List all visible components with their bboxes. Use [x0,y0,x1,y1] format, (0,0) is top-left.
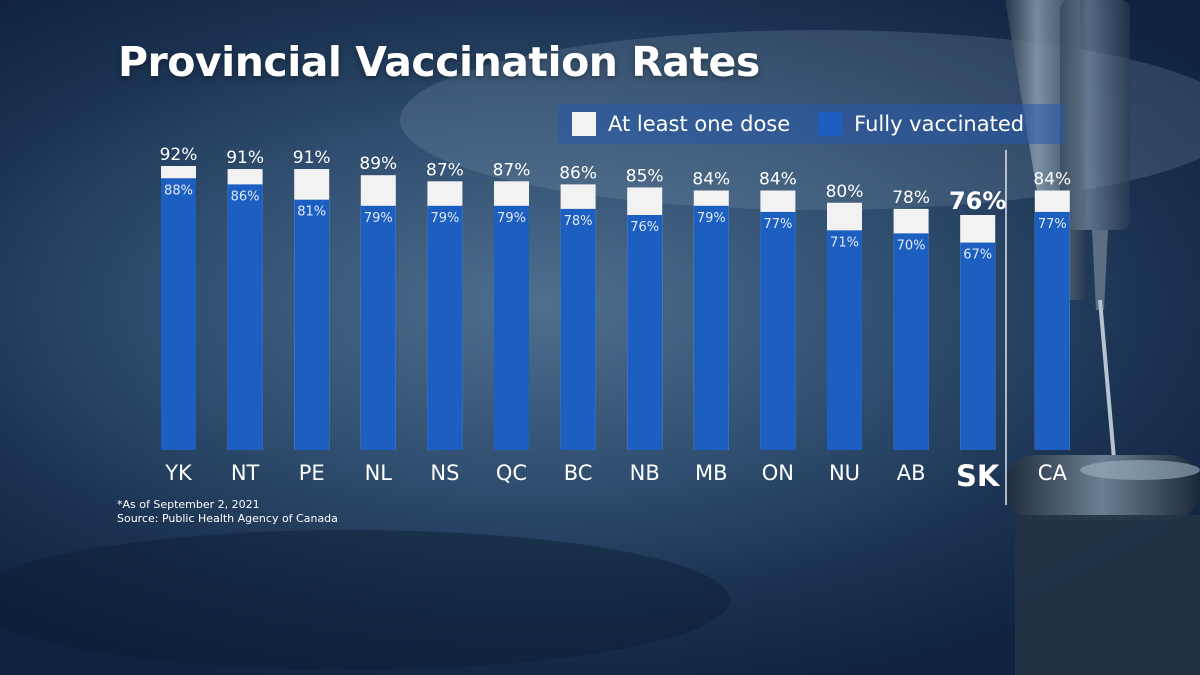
data-label-fully-ab: 70% [897,238,926,253]
chart-title: Provincial Vaccination Rates [118,38,760,86]
legend-item-fully-vaccinated: Fully vaccinated [818,112,1024,136]
data-label-one-dose-on: 84% [759,170,797,190]
data-label-fully-nu: 71% [830,235,859,250]
data-label-fully-bc: 78% [564,214,593,229]
footnote-date: *As of September 2, 2021 [117,498,260,511]
data-label-one-dose-bc: 86% [559,163,597,183]
tick-label-qc: QC [496,461,527,485]
footnote-source: Source: Public Health Agency of Canada [117,512,338,525]
data-label-fully-nt: 86% [231,189,260,204]
data-label-fully-on: 77% [763,217,792,232]
legend-swatch-one-dose [572,112,596,136]
data-label-fully-nb: 76% [630,220,659,235]
tick-label-yk: YK [164,461,193,485]
tick-label-ns: NS [430,461,459,485]
legend-label-fully-vaccinated: Fully vaccinated [854,112,1025,136]
data-label-one-dose-sk: 76% [949,187,1006,215]
tick-label-ca: CA [1038,461,1068,485]
data-label-fully-ns: 79% [430,211,459,226]
data-label-fully-qc: 79% [497,211,526,226]
legend: At least one dose Fully vaccinated [558,104,1065,144]
tick-label-sk: SK [956,459,1001,493]
bar-fully-yk [161,178,196,450]
tick-label-pe: PE [299,461,325,485]
bar-fully-qc [494,205,529,450]
tick-label-nu: NU [829,461,860,485]
data-label-one-dose-nu: 80% [826,182,864,202]
bar-fully-bc [560,208,596,450]
tick-label-on: ON [762,461,794,485]
bar-fully-on [760,211,796,450]
tick-label-nt: NT [231,461,260,485]
bar-fully-nb [627,215,663,450]
data-label-one-dose-qc: 87% [493,160,531,180]
data-label-fully-nl: 79% [364,211,393,226]
tick-label-nl: NL [365,461,393,485]
data-label-one-dose-nl: 89% [359,154,397,174]
data-label-fully-yk: 88% [164,183,193,198]
data-label-one-dose-yk: 92% [160,145,198,165]
data-label-fully-mb: 79% [697,211,726,226]
legend-label-one-dose: At least one dose [608,112,791,136]
data-label-fully-sk: 67% [963,248,992,263]
legend-item-one-dose: At least one dose [572,112,790,136]
bar-fully-sk [960,242,996,450]
bar-fully-mb [693,205,729,450]
data-label-one-dose-ab: 78% [892,188,930,208]
data-label-fully-ca: 77% [1038,217,1067,232]
tick-label-ab: AB [897,461,926,485]
bar-fully-ca [1034,211,1070,450]
bar-fully-ns [427,205,463,450]
bar-fully-pe [294,199,330,450]
tick-label-bc: BC [564,461,593,485]
data-label-one-dose-nt: 91% [226,148,264,168]
tick-label-nb: NB [630,461,660,485]
data-label-one-dose-nb: 85% [626,166,664,186]
data-label-one-dose-pe: 91% [293,148,331,168]
data-label-one-dose-ns: 87% [426,160,464,180]
tick-label-mb: MB [695,461,728,485]
bar-fully-nl [360,205,396,450]
data-label-one-dose-ca: 84% [1033,170,1071,190]
data-label-one-dose-mb: 84% [692,170,730,190]
footnote: *As of September 2, 2021 Source: Public … [117,498,338,526]
bar-fully-nt [227,184,263,450]
legend-swatch-fully-vaccinated [818,112,843,136]
bar-fully-nu [827,230,862,450]
data-label-fully-pe: 81% [297,205,326,220]
bar-fully-ab [893,233,929,450]
